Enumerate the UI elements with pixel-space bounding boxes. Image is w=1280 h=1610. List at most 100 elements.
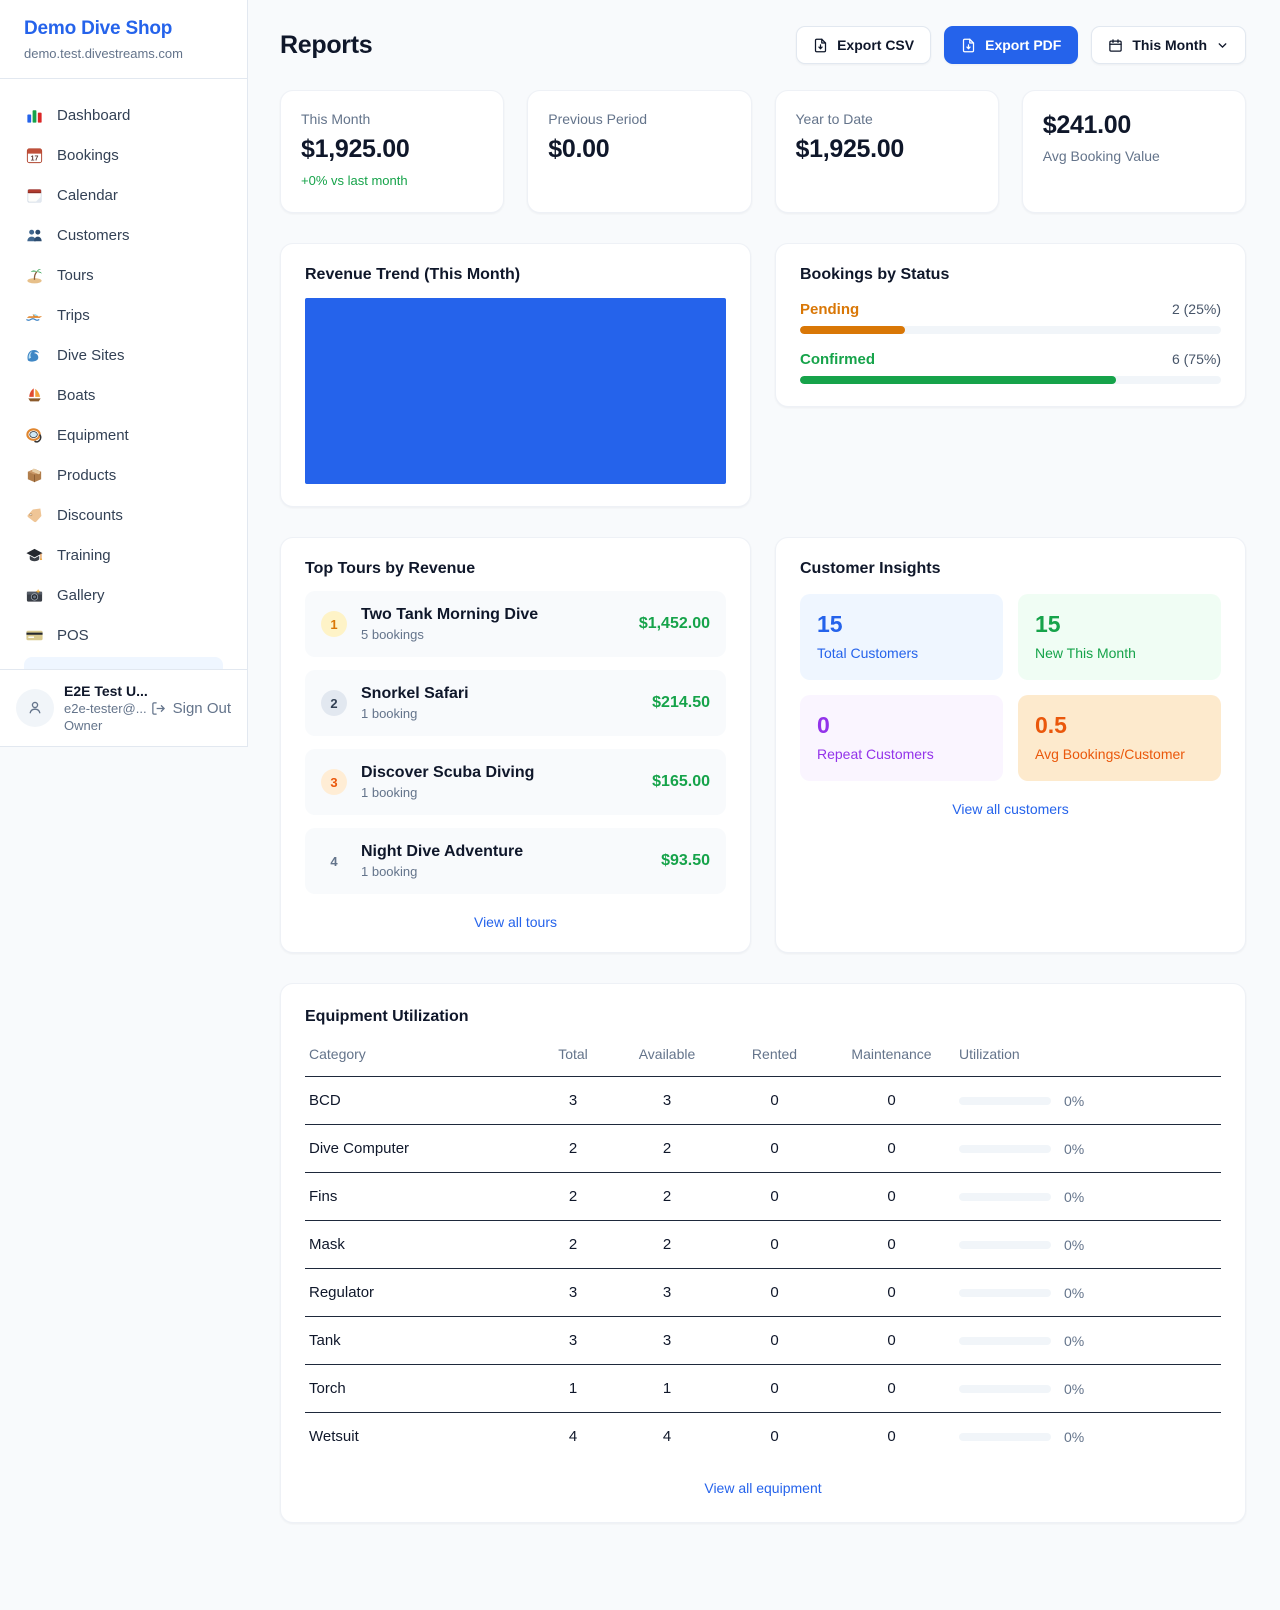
cell-utilization: 0% xyxy=(955,1413,1221,1461)
utilization-bar xyxy=(959,1432,1051,1441)
utilization-bar xyxy=(959,1288,1051,1297)
view-all-equipment-link[interactable]: View all equipment xyxy=(704,1480,822,1496)
stat-value: $1,925.00 xyxy=(795,135,905,163)
sidebar-item-tours[interactable]: Tours xyxy=(12,255,235,295)
sidebar-item-dive-sites[interactable]: Dive Sites xyxy=(12,335,235,375)
cell-rented: 0 xyxy=(770,1236,779,1253)
view-all-tours-link[interactable]: View all tours xyxy=(473,914,557,930)
tile-repeat-customers: 0 Repeat Customers xyxy=(800,695,1003,781)
sidebar-item-label: Tours xyxy=(57,266,94,284)
col-header-total: Total xyxy=(558,1046,588,1062)
sidebar-item-label: Calendar xyxy=(57,186,118,204)
cell-category: Torch xyxy=(309,1380,346,1397)
tile-label: Repeat Customers xyxy=(817,746,934,762)
cell-available: 2 xyxy=(662,1140,672,1157)
cell-maintenance: 0 xyxy=(887,1284,896,1301)
tag-icon xyxy=(24,505,44,525)
equipment-table: Category Total Available Rented Maintena… xyxy=(305,1040,1221,1460)
col-header-category: Category xyxy=(309,1046,366,1062)
utilization-bar xyxy=(959,1240,1051,1249)
status-label: Confirmed xyxy=(800,351,875,368)
sidebar-item-label: Discounts xyxy=(57,506,123,524)
stat-value: $0.00 xyxy=(548,135,610,163)
sign-out-button[interactable]: Sign Out xyxy=(151,700,231,717)
calendar-icon xyxy=(24,185,44,205)
sidebar-item-training[interactable]: Training xyxy=(12,535,235,575)
sidebar-item-products[interactable]: Products xyxy=(12,455,235,495)
status-row-pending: Pending 2 (25%) xyxy=(800,301,1221,334)
export-csv-button[interactable]: Export CSV xyxy=(796,26,932,64)
sign-out-label: Sign Out xyxy=(172,699,231,717)
cell-total: 3 xyxy=(568,1092,578,1109)
sidebar-item-customers[interactable]: Customers xyxy=(12,215,235,255)
customer-insights-title: Customer Insights xyxy=(800,560,941,577)
top-tours-card: Top Tours by Revenue 1 Two Tank Morning … xyxy=(280,537,751,953)
cell-category: Mask xyxy=(309,1236,345,1253)
speedboat-icon xyxy=(24,305,44,325)
cell-total: 1 xyxy=(568,1380,578,1397)
status-count: 2 (25%) xyxy=(1171,301,1221,317)
tour-bookings: 1 booking xyxy=(361,706,418,721)
cell-category: Tank xyxy=(309,1332,341,1349)
cell-total: 2 xyxy=(568,1188,578,1205)
utilization-pct: 0% xyxy=(1064,1380,1085,1397)
export-pdf-button[interactable]: Export PDF xyxy=(944,26,1079,64)
table-header-row: Category Total Available Rented Maintena… xyxy=(305,1040,1221,1077)
cell-total: 4 xyxy=(568,1428,578,1445)
cell-maintenance: 0 xyxy=(887,1428,896,1445)
tour-bookings: 1 booking xyxy=(361,864,418,879)
sidebar-item-calendar[interactable]: Calendar xyxy=(12,175,235,215)
cell-category: Wetsuit xyxy=(309,1428,359,1445)
utilization-pct: 0% xyxy=(1064,1188,1085,1205)
sidebar-item-partial-highlight[interactable] xyxy=(24,657,223,669)
stat-value: $241.00 xyxy=(1042,111,1132,139)
charts-row: Revenue Trend (This Month) Bookings by S… xyxy=(280,243,1246,507)
cell-category: Regulator xyxy=(309,1284,375,1301)
bookings-by-status-title: Bookings by Status xyxy=(800,266,950,283)
tour-revenue: $93.50 xyxy=(661,852,710,869)
sidebar-item-label: Gallery xyxy=(57,586,105,604)
sidebar-item-label: Dashboard xyxy=(57,106,131,124)
rank-badge: 2 xyxy=(321,690,347,716)
period-dropdown[interactable]: This Month xyxy=(1091,26,1246,64)
user-email: e2e-tester@... xyxy=(64,701,147,716)
tour-revenue: $165.00 xyxy=(652,773,710,790)
tour-name: Snorkel Safari xyxy=(361,685,469,702)
sidebar-item-boats[interactable]: Boats xyxy=(12,375,235,415)
revenue-trend-card: Revenue Trend (This Month) xyxy=(280,243,751,507)
tour-name: Night Dive Adventure xyxy=(361,843,524,860)
rank-badge: 1 xyxy=(321,611,347,637)
stat-value: $1,925.00 xyxy=(301,135,410,163)
sailboat-icon xyxy=(24,385,44,405)
sidebar-item-pos[interactable]: POS xyxy=(12,615,235,655)
sidebar-item-gallery[interactable]: Gallery xyxy=(12,575,235,615)
cell-rented: 0 xyxy=(770,1092,779,1109)
table-row: Fins 2 2 0 0 0% xyxy=(305,1173,1221,1221)
sidebar-item-equipment[interactable]: Equipment xyxy=(12,415,235,455)
sidebar-item-trips[interactable]: Trips xyxy=(12,295,235,335)
tour-revenue: $1,452.00 xyxy=(638,615,710,632)
utilization-bar xyxy=(959,1336,1051,1345)
stat-card-previous-period: Previous Period $0.00 xyxy=(527,90,752,213)
chevron-down-icon xyxy=(1216,39,1229,52)
status-bar-track xyxy=(800,326,1221,334)
export-pdf-label: Export PDF xyxy=(985,37,1062,53)
stat-label: Avg Booking Value xyxy=(1042,148,1160,164)
sidebar-item-label: Equipment xyxy=(57,426,129,444)
customer-insights-card: Customer Insights 15 Total Customers 15 … xyxy=(775,537,1246,953)
table-row: Regulator 3 3 0 0 0% xyxy=(305,1269,1221,1317)
status-bar-track xyxy=(800,376,1221,384)
file-download-icon xyxy=(961,38,976,53)
col-header-maintenance: Maintenance xyxy=(851,1046,932,1062)
utilization-pct: 0% xyxy=(1064,1284,1085,1301)
cell-total: 2 xyxy=(568,1140,578,1157)
credit-card-icon xyxy=(24,625,44,645)
view-all-customers-link[interactable]: View all customers xyxy=(952,801,1069,817)
sidebar-item-bookings[interactable]: 17 Bookings xyxy=(12,135,235,175)
sidebar-item-dashboard[interactable]: Dashboard xyxy=(12,95,235,135)
cell-available: 2 xyxy=(662,1188,672,1205)
revenue-trend-title: Revenue Trend (This Month) xyxy=(305,266,521,283)
user-footer: E2E Test U... e2e-tester@... Owner Sign … xyxy=(0,669,247,746)
sidebar-item-discounts[interactable]: Discounts xyxy=(12,495,235,535)
revenue-trend-chart xyxy=(305,298,726,484)
